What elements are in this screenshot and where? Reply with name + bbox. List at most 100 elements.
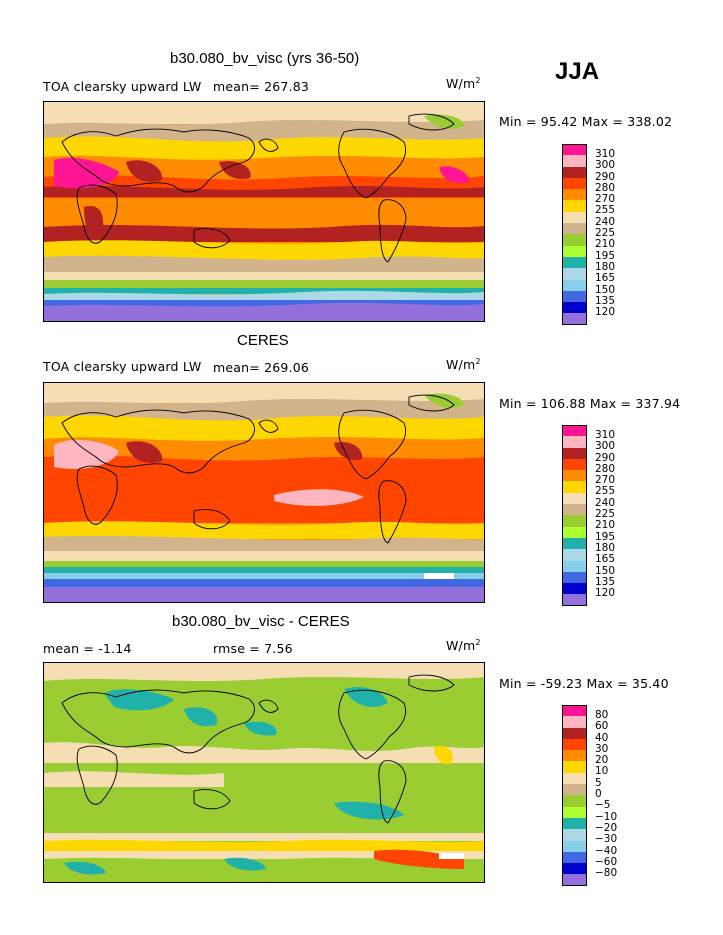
colorbar-row: 180	[562, 537, 672, 553]
colorbar-swatch	[562, 279, 587, 291]
colorbar-tick-label: 270	[595, 193, 616, 206]
colorbar-row: 280	[562, 458, 672, 474]
colorbar-tick-label: −30	[595, 833, 618, 846]
colorbar-row: 210	[562, 234, 672, 250]
colorbar-tick-label: 300	[595, 440, 616, 453]
colorbar-tick-label: 30	[595, 742, 609, 755]
colorbar-tick-label: 5	[595, 776, 602, 789]
panel3-colorbar: 80 60 40 30 20 10 5 0 −5 −10 −20 −30 −40 −60 −80	[562, 705, 672, 886]
colorbar-swatch	[562, 223, 587, 235]
panel2-colorbar: 310 300 290 280 270 255 240 225 210 195 180 165 150 1…	[562, 425, 672, 606]
colorbar-swatch	[562, 817, 587, 830]
colorbar-swatch	[562, 594, 587, 606]
colorbar-tick-label: 150	[595, 283, 616, 296]
colorbar-row: 60	[562, 716, 672, 732]
colorbar-row: 270	[562, 189, 672, 205]
colorbar-tick-label: 165	[595, 553, 616, 566]
colorbar-tick-label: 195	[595, 530, 616, 543]
panel2-mean: mean= 269.06	[213, 360, 310, 375]
colorbar-swatch	[562, 874, 587, 886]
colorbar-row: 310	[562, 144, 672, 160]
colorbar-tick-label: 290	[595, 170, 616, 183]
colorbar-tick-label: 120	[595, 587, 616, 600]
colorbar-tick-label: 0	[595, 788, 602, 801]
panel1-minmax: Min = 95.42 Max = 338.02	[499, 114, 673, 129]
colorbar-row: −30	[562, 829, 672, 845]
colorbar-row: −60	[562, 851, 672, 867]
colorbar-swatch	[562, 515, 587, 527]
colorbar-tick-label: 210	[595, 519, 616, 532]
colorbar-row: 180	[562, 256, 672, 272]
colorbar-row	[562, 874, 672, 886]
panel1-mean: mean= 267.83	[213, 79, 310, 94]
colorbar-row: 135	[562, 571, 672, 587]
panel3-mean: mean = -1.14	[43, 641, 132, 656]
colorbar-swatch	[562, 571, 587, 584]
panel2-field-label: TOA clearsky upward LW	[43, 359, 202, 374]
colorbar-swatch	[562, 829, 587, 841]
colorbar-swatch	[562, 200, 587, 212]
colorbar-row: −20	[562, 817, 672, 833]
colorbar-swatch	[562, 738, 587, 751]
colorbar-row: 195	[562, 245, 672, 261]
colorbar-tick-label: 135	[595, 575, 616, 588]
colorbar-row: 120	[562, 302, 672, 318]
colorbar-row: 240	[562, 211, 672, 227]
colorbar-row: 255	[562, 200, 672, 216]
colorbar-tick-label: 180	[595, 260, 616, 273]
panel1-title: b30.080_bv_visc (yrs 36-50)	[170, 50, 360, 67]
colorbar-tick-label: 310	[595, 429, 616, 441]
colorbar-row: 240	[562, 492, 672, 508]
panel1-units: W/m2	[446, 76, 481, 92]
colorbar-tick-label: −60	[595, 855, 618, 868]
colorbar-tick-label: 225	[595, 227, 616, 240]
colorbar-row: 120	[562, 583, 672, 599]
colorbar-swatch	[562, 166, 587, 178]
colorbar-swatch	[562, 851, 587, 864]
colorbar-row: 280	[562, 177, 672, 193]
colorbar-tick-label: 165	[595, 272, 616, 285]
colorbar-row: −5	[562, 795, 672, 811]
colorbar-swatch	[562, 772, 587, 785]
colorbar-tick-label: 240	[595, 215, 616, 228]
colorbar-tick-label: 310	[595, 148, 616, 160]
panel3-rmse: rmse = 7.56	[213, 641, 293, 656]
colorbar-tick-label: 10	[595, 765, 609, 778]
colorbar-tick-label: 280	[595, 462, 616, 475]
panel1-field-label: TOA clearsky upward LW	[43, 79, 202, 94]
colorbar-tick-label: −40	[595, 844, 618, 857]
colorbar-row: 255	[562, 481, 672, 497]
colorbar-swatch	[562, 583, 587, 595]
colorbar-swatch	[562, 863, 587, 875]
colorbar-tick-label: 255	[595, 204, 616, 217]
panel3-minmax: Min = -59.23 Max = 35.40	[499, 676, 669, 691]
colorbar-swatch	[562, 290, 587, 303]
colorbar-swatch	[562, 211, 587, 224]
colorbar-row: 150	[562, 560, 672, 576]
colorbar-swatch	[562, 727, 587, 739]
colorbar-row	[562, 313, 672, 325]
colorbar-row: −10	[562, 806, 672, 822]
colorbar-row: 270	[562, 470, 672, 486]
panel1-colorbar: 310 300 290 280 270 255 240 225 210 195 180 165 150 1…	[562, 144, 672, 325]
colorbar-tick-label: 150	[595, 564, 616, 577]
colorbar-swatch	[562, 705, 587, 717]
colorbar-swatch	[562, 268, 587, 280]
colorbar-row: −40	[562, 840, 672, 856]
colorbar-swatch	[562, 492, 587, 505]
colorbar-swatch	[562, 447, 587, 459]
colorbar-tick-label: 225	[595, 508, 616, 521]
colorbar-row: 150	[562, 279, 672, 295]
colorbar-tick-label: −5	[595, 799, 611, 812]
colorbar-tick-label: 180	[595, 541, 616, 554]
colorbar-swatch	[562, 155, 587, 167]
colorbar-swatch	[562, 177, 587, 190]
colorbar-row: 290	[562, 166, 672, 182]
colorbar-row: 135	[562, 290, 672, 306]
colorbar-swatch	[562, 750, 587, 762]
panel2-minmax: Min = 106.88 Max = 337.94	[499, 396, 681, 411]
colorbar-row: 0	[562, 784, 672, 800]
colorbar-tick-label: 80	[595, 709, 609, 721]
colorbar-swatch	[562, 436, 587, 448]
panel3-map	[43, 662, 485, 883]
